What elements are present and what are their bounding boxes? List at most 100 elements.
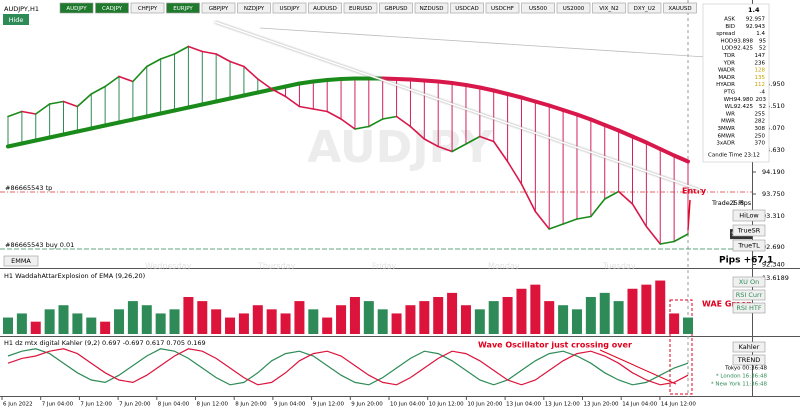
indicator-button-label[interactable]: TrueTL	[737, 242, 760, 250]
price-tick-label: 95.070	[762, 124, 785, 132]
fast-ma	[326, 110, 342, 120]
symbol-button-label[interactable]: CHFJPY	[138, 6, 158, 12]
symbol-button[interactable]	[237, 2, 271, 14]
hide-label[interactable]: Hide	[9, 16, 24, 24]
symbol-button[interactable]	[521, 2, 555, 14]
wae-title: H1 WaddahAttarExplosion of EMA (9,26,20)	[4, 272, 145, 280]
wae-bar	[363, 301, 374, 334]
info-key: MWR	[721, 119, 735, 125]
symbol-button-label[interactable]: GBPUSD	[384, 6, 407, 12]
symbol-button-label[interactable]: NZDJPY	[244, 6, 265, 12]
symbol-button[interactable]	[414, 2, 449, 14]
indicator-button[interactable]	[732, 209, 766, 222]
wae-bar	[627, 288, 638, 334]
slow-ma	[33, 135, 52, 143]
symbol-button[interactable]	[627, 2, 662, 14]
symbol-label: AUDJPY,H1	[4, 5, 39, 13]
symbol-button[interactable]	[556, 2, 591, 14]
wae-button[interactable]	[732, 302, 766, 314]
slow-ma	[47, 132, 66, 140]
symbol-button-label[interactable]: EURUSD	[349, 6, 372, 12]
symbol-button-label[interactable]: NZDUSD	[420, 6, 444, 12]
osc-button-label[interactable]: Kahler	[739, 343, 760, 351]
symbol-button[interactable]	[379, 2, 413, 14]
hide-button[interactable]	[3, 14, 29, 25]
symbol-button[interactable]	[450, 2, 484, 14]
symbol-button[interactable]	[59, 2, 94, 14]
fast-ma	[76, 93, 93, 108]
price-tick-label: 93.750	[762, 190, 785, 198]
symbol-button[interactable]	[343, 2, 378, 14]
trade-pips: 25.8	[730, 199, 744, 207]
symbol-button-label[interactable]: GBPJPY	[209, 6, 229, 12]
symbol-button[interactable]	[201, 2, 236, 14]
indicator-button[interactable]	[732, 239, 766, 252]
symbol-button-label[interactable]: US500	[529, 6, 548, 12]
symbol-button-label[interactable]: AUDUSD	[313, 6, 337, 12]
symbol-button[interactable]	[485, 2, 520, 14]
fast-ma	[298, 105, 315, 110]
info-key: BID	[725, 24, 735, 30]
wae-bar	[349, 296, 360, 334]
symbol-button[interactable]	[95, 2, 129, 14]
wae-bar	[502, 296, 513, 334]
session-time: Tokyo 00:36:48	[724, 366, 767, 372]
emma-label[interactable]: EMMA	[11, 257, 31, 265]
fast-ma	[340, 118, 356, 130]
slow-ma	[574, 112, 593, 122]
fast-ma	[243, 65, 259, 80]
emma-button[interactable]	[3, 255, 39, 267]
fast-ma	[479, 135, 495, 143]
osc-button-label[interactable]: TREND	[737, 356, 760, 364]
wae-button[interactable]	[732, 276, 766, 288]
wae-bar	[599, 292, 610, 334]
symbol-button[interactable]	[166, 2, 200, 14]
wae-bar	[58, 305, 69, 334]
wave-arrow	[599, 349, 677, 385]
wae-bar	[225, 317, 236, 334]
highlight-box	[669, 299, 693, 395]
symbol-button-label[interactable]: XAUUSD	[668, 6, 691, 12]
wae-bar	[3, 317, 13, 334]
slow-ma	[436, 79, 455, 85]
symbol-button-label[interactable]: VIX_N2	[599, 6, 619, 12]
symbol-button-label[interactable]: EURJPY	[173, 6, 193, 12]
wae-bar	[488, 301, 499, 334]
watermark: AUDJPY	[307, 122, 494, 173]
info-key: PTG	[724, 90, 735, 96]
symbol-button[interactable]	[272, 2, 307, 14]
indicator-button-label[interactable]: TrueSR	[737, 227, 761, 235]
osc-button[interactable]	[732, 354, 766, 366]
weekday-label: Monday	[488, 262, 520, 271]
symbol-button[interactable]	[663, 2, 697, 14]
tp-label: #86665543 tp	[5, 184, 52, 192]
symbol-button[interactable]	[592, 2, 626, 14]
symbol-button-label[interactable]: CADJPY	[102, 6, 123, 12]
wae-button-label[interactable]: RSI HTF	[736, 304, 761, 312]
symbol-button-label[interactable]: USDCAD	[455, 6, 479, 12]
wae-bar	[405, 305, 416, 334]
symbol-button-label[interactable]: AUDJPY	[66, 6, 87, 12]
osc-button[interactable]	[732, 341, 766, 353]
fast-ma	[118, 75, 134, 83]
symbol-button[interactable]	[130, 2, 165, 14]
slow-ma	[186, 102, 205, 110]
symbol-button-label[interactable]: USDCHF	[491, 6, 514, 12]
wae-button-label[interactable]: XU On	[739, 278, 760, 286]
slow-ma	[658, 147, 677, 158]
slow-ma	[491, 88, 510, 96]
symbol-button-label[interactable]: US2000	[563, 6, 585, 12]
wae-button[interactable]	[732, 289, 766, 301]
fast-ma	[229, 60, 245, 68]
wae-button-label[interactable]: RSI Curr	[736, 291, 763, 299]
symbol-button-label[interactable]: DXY_U2	[634, 6, 656, 12]
indicator-button[interactable]	[732, 224, 766, 237]
symbol-button-label[interactable]: USDJPY	[280, 6, 301, 12]
wae-bar	[280, 313, 291, 334]
indicator-button-label[interactable]: HiLow	[739, 212, 759, 220]
wae-bar	[100, 321, 111, 334]
wae-bar	[544, 301, 555, 334]
symbol-button[interactable]	[308, 2, 342, 14]
slow-ma	[463, 83, 482, 90]
price-tick-label: 92.690	[762, 243, 785, 251]
